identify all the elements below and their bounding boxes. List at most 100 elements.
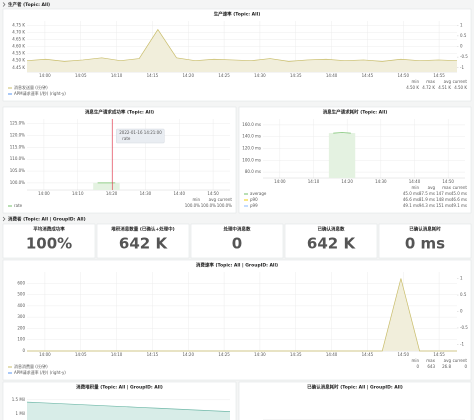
- series-line: [26, 401, 231, 412]
- tooltip-label: rate: [122, 136, 131, 141]
- y-tick-label: 115.0%: [10, 144, 25, 149]
- x-tick-label: 14:50: [207, 191, 219, 196]
- legend-name: 消息消费量 (/分钟): [14, 363, 48, 369]
- legend-value: 100.0%: [217, 203, 232, 208]
- area-fill: [93, 182, 120, 190]
- stat-title: 堆积消息数量 (已确认+处理中): [111, 226, 174, 233]
- legend-name: p90: [250, 197, 258, 202]
- y-tick-label: 100.0%: [10, 180, 25, 185]
- y-tick-label: 125.0%: [10, 121, 25, 126]
- x-tick-label: 14:30: [375, 179, 387, 184]
- legend-column: avg: [444, 358, 452, 363]
- legend-name: average: [250, 191, 267, 196]
- legend-value: 4.51 K: [438, 85, 451, 90]
- x-tick-label: 14:50: [442, 179, 454, 184]
- x-tick-label: 14:00: [274, 179, 286, 184]
- stat-value: 0: [232, 235, 242, 253]
- legend-column: min: [411, 358, 419, 363]
- x-tick-label: 14:40: [173, 191, 185, 196]
- legend-value: 49.1 ms: [403, 203, 419, 208]
- legend-value: 26.8: [442, 364, 451, 369]
- legend-column: min: [411, 185, 419, 190]
- x-tick-label: 14:20: [182, 352, 194, 357]
- legend-column: min: [411, 79, 419, 84]
- x-tick-label: 14:40: [326, 73, 338, 78]
- panel-title: 消费堆积量 (Topic: All | GroupID: All): [76, 384, 163, 391]
- x-tick-label: 14:10: [111, 352, 123, 357]
- series-line: [26, 28, 458, 62]
- legend-value: 49.1 ms: [451, 203, 467, 208]
- stat-value: 0 ms: [405, 235, 445, 253]
- series-line: [333, 132, 351, 134]
- x-tick-label: 14:00: [39, 352, 51, 357]
- x-tick-label: 14:25: [218, 73, 230, 78]
- area-fill: [27, 278, 457, 351]
- series-line: [27, 278, 457, 352]
- panel-title: 消息生产请求成功率 (Topic: All): [85, 109, 154, 116]
- stat-panel: [2, 223, 96, 259]
- y-tick-label: 600: [17, 280, 25, 285]
- y2-tick-label: 0: [460, 44, 463, 49]
- x-tick-label: 14:45: [362, 352, 374, 357]
- stat-value: 642 K: [119, 235, 169, 253]
- legend-value: 0: [464, 364, 467, 369]
- stat-panel: [190, 223, 284, 259]
- y-tick-label: 1.5 Mil: [12, 397, 25, 402]
- stat-panel: [284, 223, 378, 259]
- x-tick-label: 14:05: [75, 73, 87, 78]
- legend-value: 147 ms: [436, 191, 451, 196]
- legend-name: APM请求速率 (/秒) (right-y): [14, 369, 66, 375]
- tooltip-time: 2022-01-16 14:21:00: [119, 130, 162, 135]
- legend-value: 94.3 ms: [419, 203, 435, 208]
- x-tick-label: 14:15: [147, 352, 159, 357]
- x-tick-label: 14:15: [147, 73, 159, 78]
- x-tick-label: 14:10: [72, 191, 84, 196]
- y2-tick-label: -1: [460, 341, 464, 346]
- y2-tick-label: -0.5: [460, 325, 468, 330]
- legend-value: 4.50 K: [406, 85, 419, 90]
- x-tick-label: 14:20: [106, 191, 118, 196]
- legend-column: min: [192, 197, 200, 202]
- x-tick-label: 14:45: [362, 73, 374, 78]
- row-title[interactable]: 消费者 (Topic: All | GroupID: All): [8, 216, 86, 223]
- legend-name: rate: [14, 203, 23, 208]
- stat-panel: [378, 223, 472, 259]
- stat-value: 100%: [26, 235, 72, 253]
- row-title[interactable]: 生产者 (Topic: All): [8, 1, 50, 8]
- x-tick-label: 14:20: [341, 179, 353, 184]
- y-tick-label: 120.0%: [10, 133, 25, 138]
- legend-column: max: [426, 358, 435, 363]
- legend-column: max: [426, 79, 435, 84]
- panel-title: 已确认消息耗时 (Topic: All | GroupID: All): [307, 384, 403, 391]
- y-tick-label: 120.0 ms: [242, 146, 261, 151]
- y-tick-label: 400: [17, 303, 25, 308]
- panel-title: 生产速率 (Topic: All): [214, 11, 261, 18]
- legend-value: 4.50 K: [454, 85, 467, 90]
- y-tick-label: 4.60 K: [12, 44, 25, 49]
- y-tick-label: 100: [17, 337, 25, 342]
- x-tick-label: 14:40: [326, 352, 338, 357]
- panel: [238, 381, 472, 420]
- y-tick-label: 4.45 K: [12, 65, 25, 70]
- legend-value: 643: [427, 364, 435, 369]
- legend-column: avg: [209, 197, 217, 202]
- area-fill: [27, 402, 230, 420]
- legend-value: 4.72 K: [422, 85, 435, 90]
- legend-column: max: [442, 185, 451, 190]
- legend-value: 46.6 ms: [403, 197, 419, 202]
- y2-tick-label: 0: [460, 309, 463, 314]
- panel: [2, 8, 472, 102]
- legend-column: current: [453, 185, 468, 190]
- y-tick-label: 80.0 ms: [245, 169, 261, 174]
- legend-column: current: [453, 358, 468, 363]
- y-tick-label: 0: [22, 348, 25, 353]
- stat-value: 642 K: [307, 235, 357, 253]
- y-tick-label: 140.0 ms: [242, 134, 261, 139]
- y-tick-label: 200: [17, 325, 25, 330]
- stat-title: 处理中消息数: [223, 226, 251, 233]
- x-tick-label: 14:30: [140, 191, 152, 196]
- row-caret: [2, 2, 6, 7]
- x-tick-label: 14:00: [38, 191, 50, 196]
- legend-value: 45.0 ms: [403, 191, 419, 196]
